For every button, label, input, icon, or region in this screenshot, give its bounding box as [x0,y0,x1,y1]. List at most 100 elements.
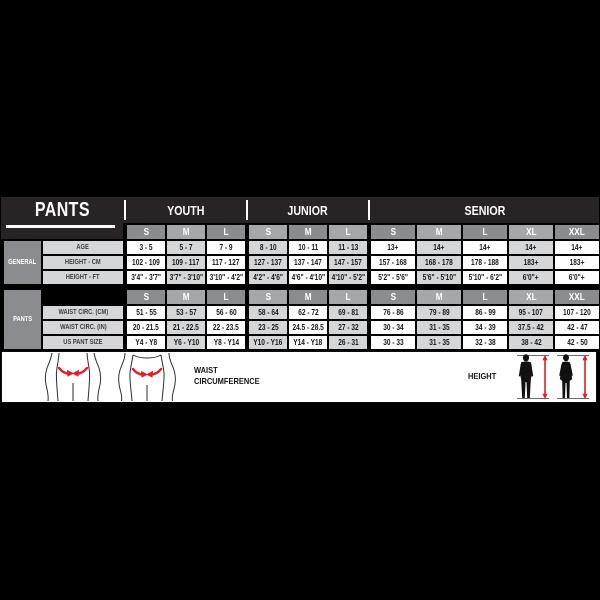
value-cell: 32 - 38 [463,336,507,349]
value-cell: Y14 - Y18 [289,336,327,349]
column-group-title-text: SENIOR [464,202,506,218]
value-cell: 95 - 107 [509,306,553,319]
value-cell: 34 - 39 [463,321,507,334]
value-cell: 23 - 25 [249,321,287,334]
waist-diagram-back-icon [118,353,176,401]
row-label-cell: WAIST CIRC. (CM) [43,306,123,319]
value-cell: 42 - 47 [555,321,599,334]
value: 38 - 42 [520,338,542,347]
value: 14+ [571,243,583,252]
column-group: 5'2" - 5'6" 5'6" - 5'10" 5'10" - 6'2" 6'0"+… [371,271,599,284]
size-header-cell: S [249,225,287,239]
value: 56 - 60 [215,308,237,317]
row-label: WAIST CIRC. (CM) [58,309,108,316]
row-label: WAIST CIRC. (IN) [59,324,107,331]
column-group: 30 - 34 31 - 35 34 - 39 37.5 - 42 42 - 47 [371,321,599,334]
size-header-label: XXL [569,291,585,303]
size-header-cell: M [167,225,205,239]
size-header-label: L [223,291,229,303]
size-header-label: L [482,226,488,238]
size-header-label: L [345,226,351,238]
value-cell: 56 - 60 [207,306,245,319]
column-group: Y4 - Y8 Y6 - Y10 Y8 - Y14 [127,336,245,349]
value-cell: 178 - 188 [463,256,507,269]
value-cell: 30 - 33 [371,336,415,349]
value-cell: 6'0"+ [509,271,553,284]
row-left-area: HEIGHT - FT [1,271,123,284]
section-label-pants-text: PANTS [12,316,33,323]
value-cell: 42 - 50 [555,336,599,349]
value-cell: 14+ [417,241,461,254]
size-header-label: S [143,291,149,303]
value-cell: 21 - 22.5 [167,321,205,334]
value: 147 - 157 [334,258,362,267]
value: 157 - 168 [379,258,407,267]
size-header-label: M [304,226,312,238]
column-group: 13+ 14+ 14+ 14+ 14+ [371,241,599,254]
value: 4'2" - 4'6" [253,273,283,282]
value: Y8 - Y14 [213,338,239,347]
size-header-label: S [390,226,396,238]
section-label-pants: PANTS [4,290,41,349]
column-group-title-text: JUNIOR [287,202,329,218]
pants-size-chart: YOUTH JUNIOR SENIOR S M L S M L S M L XL XXL AGE 3 - 5… [1,197,599,403]
value: 5'6" - 5'10" [422,273,456,282]
size-header-cell: S [249,290,287,304]
value-cell: 14+ [463,241,507,254]
row-label-cell: HEIGHT - FT [43,271,123,284]
value-cell: 30 - 34 [371,321,415,334]
value: 3'10" - 4'2" [209,273,243,282]
value-cell: 3'4" - 3'7" [127,271,165,284]
value-cell: 4'6" - 4'10" [289,271,327,284]
size-header-cell: L [463,290,507,304]
value-cell: 183+ [509,256,553,269]
value: 5'2" - 5'6" [378,273,408,282]
value-cell: 6'0"+ [555,271,599,284]
value: 7 - 9 [219,243,233,252]
value-cell: 76 - 86 [371,306,415,319]
table-row: AGE 3 - 5 5 - 7 7 - 9 8 - 10 10 - 11 11 - 13 13… [1,241,599,254]
value: 26 - 31 [337,338,359,347]
size-header-cell: L [463,225,507,239]
value: 4'10" - 5'2" [331,273,365,282]
size-header-label: M [435,226,443,238]
value: 109 - 117 [172,258,200,267]
size-header-label: M [182,226,190,238]
row-left-area: AGE [1,241,123,254]
value-cell: 127 - 137 [249,256,287,269]
row-label: HEIGHT - CM [65,259,101,266]
size-header-cell: M [289,225,327,239]
value-cell: 38 - 42 [509,336,553,349]
size-header-cell: M [417,290,461,304]
value-cell: 117 - 127 [207,256,245,269]
column-group-title-text: YOUTH [167,202,205,218]
value: 8 - 10 [259,243,277,252]
value-cell: 22 - 23.5 [207,321,245,334]
value: 183+ [569,258,585,267]
column-group: Y10 - Y16 Y14 - Y18 26 - 31 [249,336,367,349]
size-header-cell: XL [509,225,553,239]
value-cell: 4'2" - 4'6" [249,271,287,284]
value: 6'0"+ [569,273,585,282]
size-header-label: L [223,226,229,238]
value-cell: 3 - 5 [127,241,165,254]
value: 24.5 - 28.5 [292,323,324,332]
waist-diagram-front-icon [44,353,102,401]
value: 31 - 35 [428,338,450,347]
value-cell: 13+ [371,241,415,254]
measurement-diagram-band: WAIST CIRCUMFERENCE HEIGHT [1,351,597,403]
value-cell: 157 - 168 [371,256,415,269]
value: 168 - 178 [425,258,453,267]
size-header-cell: M [289,290,327,304]
value: 183+ [523,258,539,267]
column-group-title-youth: YOUTH [124,197,245,223]
male-height-figure-icon [517,354,549,400]
size-header-cell: S [371,225,415,239]
value: 117 - 127 [212,258,240,267]
waist-label-line1: WAIST [194,365,218,375]
size-header-cell: M [167,290,205,304]
value: Y6 - Y10 [173,338,199,347]
